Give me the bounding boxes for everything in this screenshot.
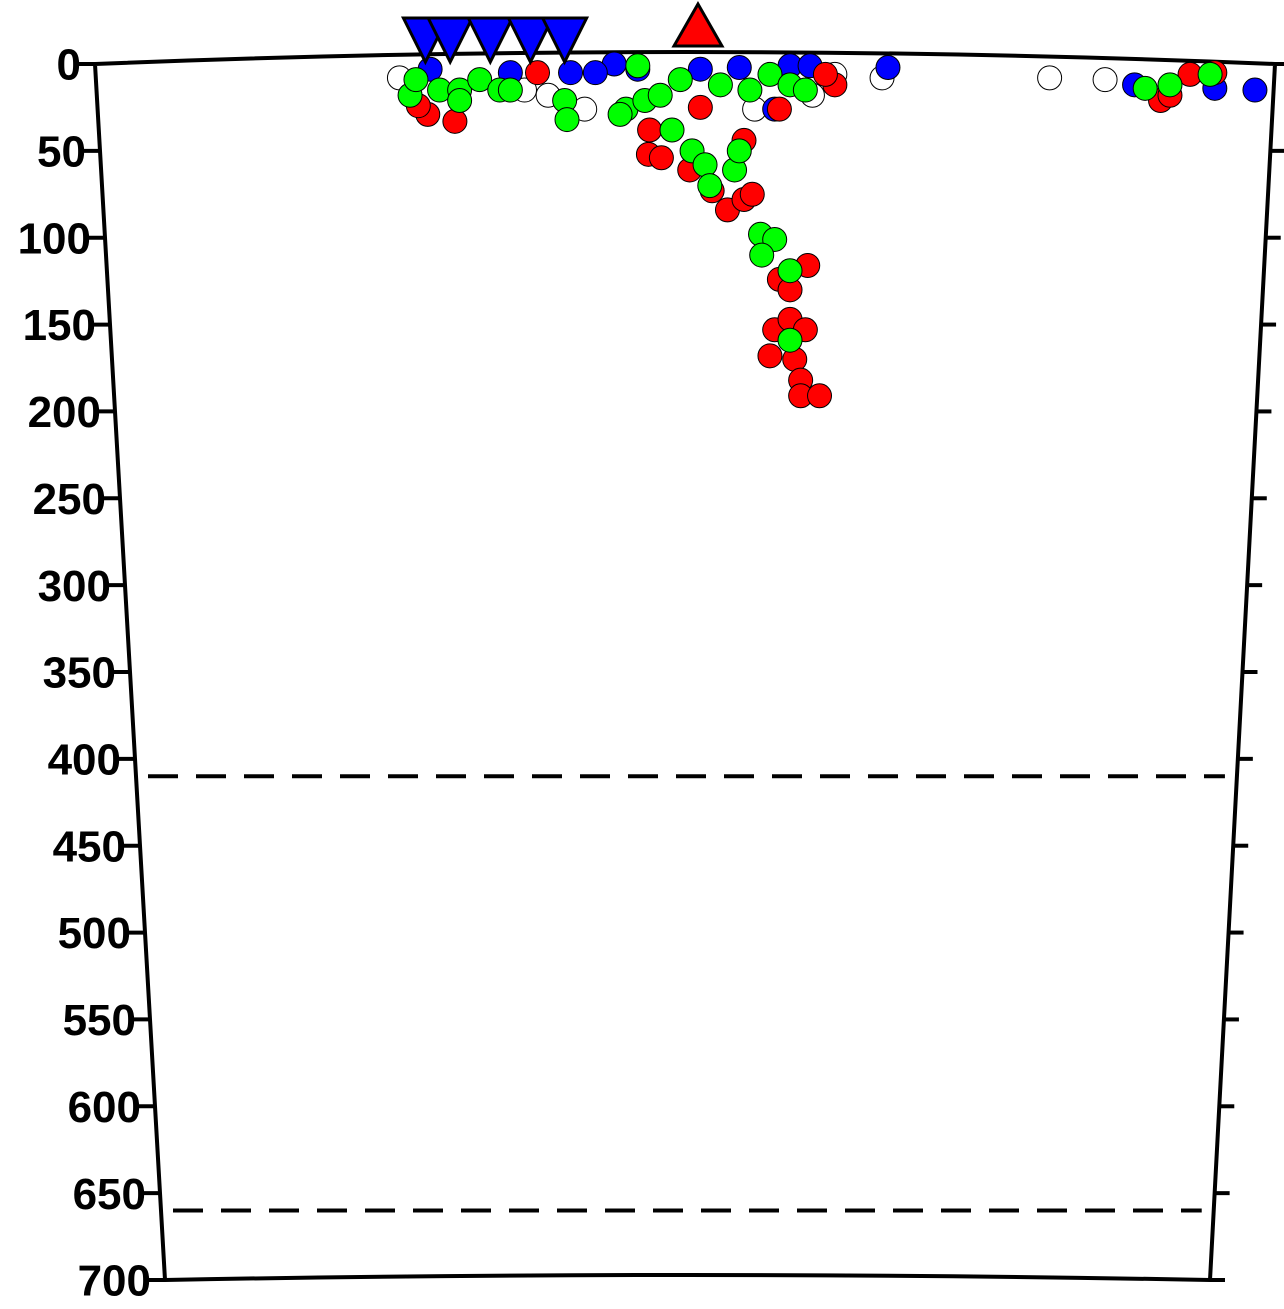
data-point [875,54,901,80]
data-point [757,343,783,369]
data-point [726,54,752,80]
data-point [467,67,493,93]
volcano-marker [671,0,725,48]
data-point [497,77,523,103]
data-point [1197,61,1223,87]
data-point [1132,75,1158,101]
data-point [659,117,685,143]
data-point [707,72,733,98]
y-tick-label: 500 [58,909,131,958]
data-point [667,67,693,93]
data-point [558,60,584,86]
y-tick-label: 150 [23,301,96,350]
data-point [757,61,783,87]
y-tick-label: 550 [63,996,136,1045]
data-point [582,60,608,86]
data-point [739,181,765,207]
data-point [726,138,752,164]
data-point [807,383,833,409]
data-point [692,152,718,178]
y-tick-label: 350 [43,649,116,698]
data-point [766,96,792,122]
y-tick-label: 200 [28,388,101,437]
data-point [525,60,550,86]
data-point [749,242,775,268]
data-point [697,173,723,199]
y-tick-label: 100 [18,214,91,263]
data-point [1037,65,1063,91]
data-point [1092,67,1118,93]
data-point [737,77,763,103]
y-tick-label: 50 [37,127,86,176]
station-marker [465,16,515,66]
y-tick-label: 650 [73,1170,146,1219]
y-tick-label: 250 [33,475,106,524]
y-tick-label: 600 [68,1083,141,1132]
station-marker [505,16,555,66]
data-point [777,258,803,284]
data-point [812,61,838,87]
data-point [554,107,580,133]
data-point [447,87,473,113]
data-point [1157,72,1183,98]
data-point [637,117,663,143]
y-tick-label: 400 [48,735,121,784]
frame-edge [92,50,1278,1283]
station-marker [540,16,590,66]
y-tick-label: 300 [38,562,111,611]
data-point [1242,77,1268,103]
data-point [607,101,633,127]
y-tick-label: 700 [78,1257,151,1306]
data-point [648,145,674,171]
station-marker [425,16,475,66]
y-tick-label: 450 [53,822,126,871]
y-tick-label: 0 [57,41,81,90]
data-point [687,94,713,120]
data-point [792,77,818,103]
data-point [777,327,803,353]
data-point [403,67,429,93]
data-point [687,56,713,82]
data-point [625,53,651,79]
data-point [647,82,673,108]
data-point [442,108,468,134]
